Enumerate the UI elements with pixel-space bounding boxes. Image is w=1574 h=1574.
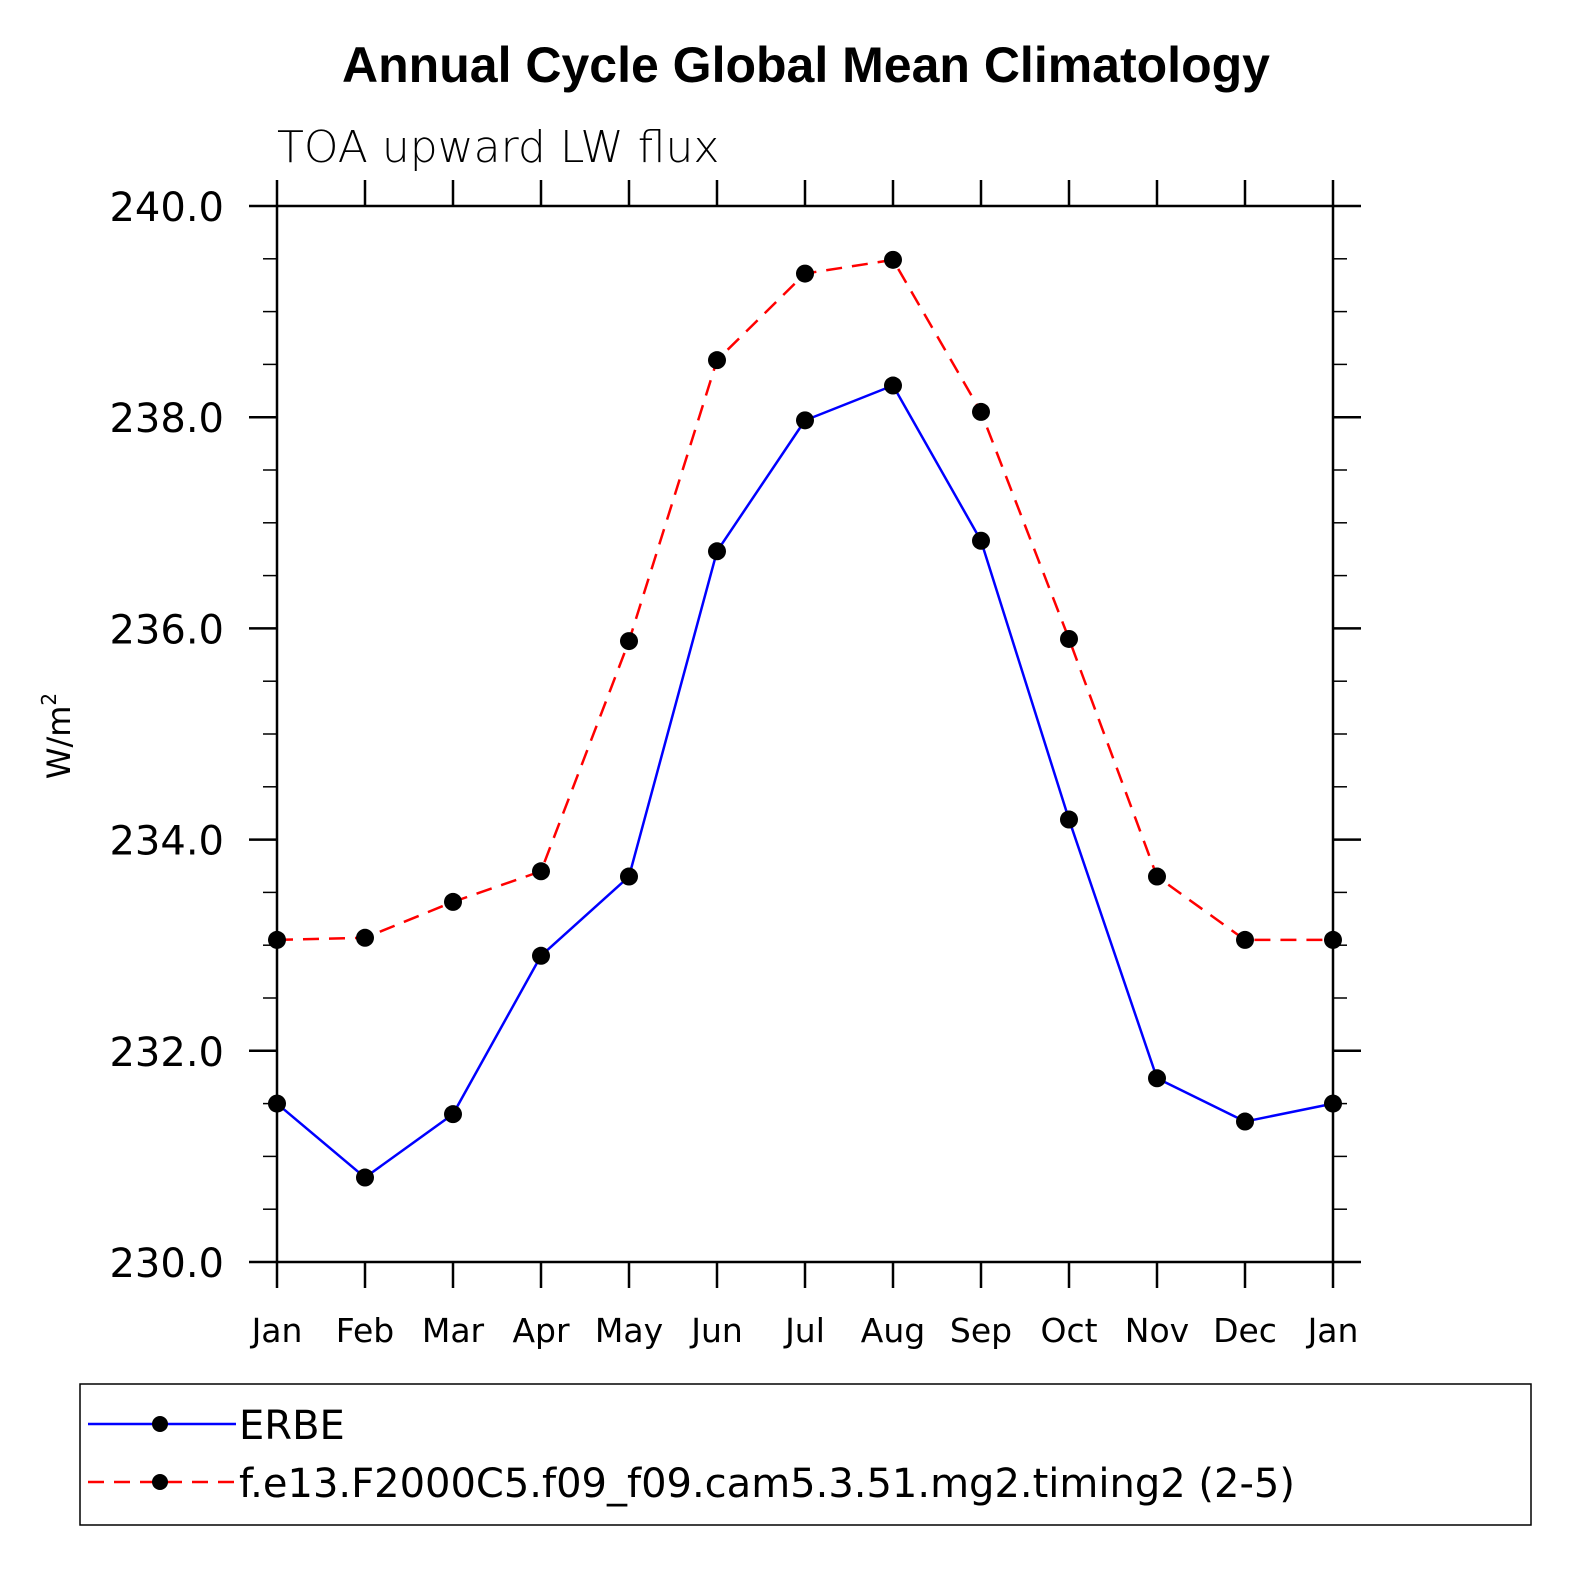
data-point-model	[356, 928, 374, 947]
x-tick-label: Nov	[1125, 1311, 1189, 1350]
data-point-model	[1324, 930, 1342, 949]
data-point-model	[972, 402, 990, 421]
legend-label-erbe: ERBE	[239, 1403, 345, 1449]
data-point-model	[1148, 867, 1166, 886]
data-point-erbe	[444, 1105, 462, 1124]
legend-box	[79, 1383, 1532, 1526]
x-tick-label: Jan	[1306, 1311, 1359, 1350]
x-tick-label: Jun	[689, 1311, 743, 1350]
data-point-erbe	[268, 1094, 286, 1113]
x-tick-label: Mar	[422, 1311, 485, 1350]
data-point-erbe	[532, 946, 550, 965]
x-tick-label: Apr	[512, 1311, 570, 1350]
y-tick-labels: 230.0 232.0 234.0 236.0 238.0 240.0	[109, 185, 224, 1287]
data-point-erbe	[1324, 1094, 1342, 1113]
data-point-erbe	[796, 411, 814, 430]
data-point-erbe	[1060, 810, 1078, 829]
data-point-model	[532, 862, 550, 881]
data-point-model	[1236, 930, 1254, 949]
x-tick-label: Oct	[1040, 1311, 1097, 1350]
x-tick-label: Aug	[861, 1311, 925, 1350]
data-point-model	[796, 264, 814, 283]
x-tick-label: Dec	[1213, 1311, 1277, 1350]
series-line-erbe	[276, 384, 1334, 1179]
data-point-erbe	[708, 542, 726, 561]
data-point-erbe	[356, 1168, 374, 1187]
x-tick-label: Feb	[336, 1311, 394, 1350]
plot-frame	[275, 204, 1335, 1264]
legend-marker-erbe	[152, 1416, 168, 1432]
data-point-erbe	[884, 376, 902, 395]
data-point-model	[620, 632, 638, 651]
legend-label-model: f.e13.F2000C5.f09_f09.cam5.3.51.mg2.timi…	[239, 1461, 1295, 1507]
axis-ticks	[249, 180, 1361, 1288]
y-tick-label: 232.0	[109, 1030, 224, 1076]
data-point-model	[1060, 629, 1078, 648]
data-point-erbe	[1236, 1112, 1254, 1131]
data-point-model	[444, 892, 462, 911]
data-point-model	[708, 351, 726, 370]
data-point-erbe	[1148, 1069, 1166, 1088]
data-point-model	[884, 250, 902, 269]
series-line-model	[276, 258, 1333, 942]
y-tick-label: 240.0	[109, 185, 224, 231]
y-axis-label: W/m2	[37, 693, 78, 779]
chart-title: Annual Cycle Global Mean Climatology	[342, 37, 1270, 93]
y-tick-label: 234.0	[109, 819, 224, 865]
series-lines	[276, 258, 1334, 1179]
series-markers	[268, 250, 1342, 1187]
x-tick-label: Jan	[250, 1311, 303, 1350]
x-tick-label: May	[595, 1311, 663, 1350]
chart-subtitle: TOA upward LW flux	[277, 122, 719, 173]
data-point-erbe	[972, 531, 990, 550]
x-tick-label: Sep	[950, 1311, 1012, 1350]
x-tick-labels: Jan Feb Mar Apr May Jun Jul Aug Sep Oct Nov Dec Jan	[250, 1311, 1359, 1350]
data-point-model	[268, 930, 286, 949]
x-tick-label: Jul	[783, 1311, 825, 1350]
legend: ERBE f.e13.F2000C5.f09_f09.cam5.3.51.mg2…	[79, 1383, 1532, 1526]
y-tick-label: 238.0	[109, 396, 224, 442]
y-tick-label: 230.0	[109, 1241, 224, 1287]
data-point-erbe	[620, 867, 638, 886]
y-tick-label: 236.0	[109, 607, 224, 653]
legend-marker-model	[152, 1474, 168, 1490]
